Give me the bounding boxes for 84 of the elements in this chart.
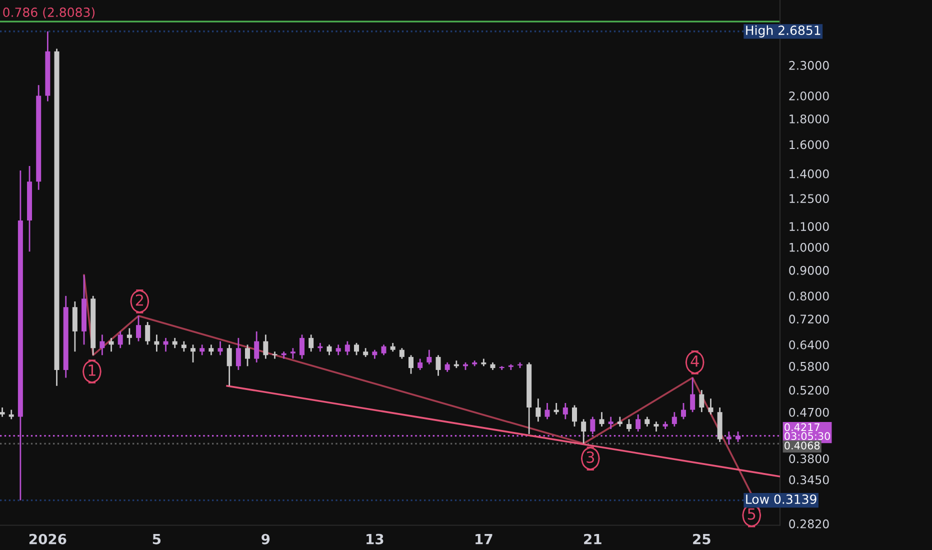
y-tick-label: 2.0000 (789, 91, 829, 100)
candlestick (118, 330, 123, 349)
y-tick-label: 0.6400 (789, 340, 829, 350)
y-tick-label: 0.7200 (789, 314, 829, 324)
candlestick (608, 416, 614, 430)
y-tick-label: 1.0000 (790, 242, 829, 252)
candlestick (226, 344, 232, 387)
y-tick-label: 1.2500 (790, 194, 829, 204)
candlestick (544, 402, 550, 420)
candlestick (599, 411, 604, 428)
ref-line-label: 0.786 (2.8083) (3, 7, 95, 18)
y-tick-label: 1.1000 (790, 222, 829, 231)
ref-line-label: Low 0.3139 (746, 494, 816, 504)
candlestick (654, 420, 659, 432)
y-tick-label: 1.4000 (790, 169, 829, 178)
candlestick (436, 354, 441, 376)
y-tick-label: 1.8000 (790, 114, 829, 124)
candlestick (308, 334, 314, 352)
candlestick (680, 402, 686, 420)
x-tick-label: 5 (152, 534, 161, 544)
candlestick (200, 344, 205, 356)
candlestick (218, 340, 223, 356)
y-tick-label: 0.5200 (789, 386, 829, 395)
candlestick (300, 334, 305, 360)
candlestick (418, 358, 423, 371)
candlestick (408, 354, 414, 375)
candlestick (254, 330, 260, 364)
candlestick (190, 344, 196, 364)
x-tick-label: 9 (262, 534, 270, 544)
candlestick (572, 404, 577, 428)
candlestick (708, 398, 714, 416)
y-tick-label: 0.9000 (789, 266, 829, 275)
candlestick (126, 328, 132, 346)
candlestick (263, 334, 268, 360)
ref-line-label: High 2.6851 (746, 25, 820, 38)
x-tick-label: 21 (584, 534, 602, 544)
candlestick (290, 347, 296, 360)
x-tick-label: 13 (366, 534, 384, 544)
x-tick-label: 17 (476, 534, 492, 544)
y-tick-label: 0.2820 (789, 519, 829, 528)
candlestick (354, 342, 360, 356)
candlestick (399, 347, 404, 360)
candlestick (581, 418, 586, 444)
y-tick-label: 0.5800 (789, 362, 829, 371)
candlestick (381, 344, 386, 356)
candlestick (272, 350, 278, 360)
candlestick (699, 389, 704, 413)
annotation: 5 (748, 508, 756, 520)
candlestick (562, 402, 568, 420)
x-tick-label: 25 (693, 534, 710, 544)
candlestick (672, 411, 677, 428)
y-tick-label: 2.3000 (789, 60, 829, 70)
annotation: 1 (88, 364, 96, 376)
y-tick-label: 0.3800 (789, 454, 829, 464)
x-tick-label: 2026 (29, 534, 66, 544)
candlestick (145, 321, 150, 346)
candlestick (100, 334, 105, 356)
ref-line-label: 0.4217 03:05:30 (784, 423, 830, 440)
candlestick (8, 409, 14, 420)
candlestick (136, 315, 142, 342)
candlestick (626, 418, 632, 432)
candlestick (344, 340, 350, 356)
candlestick (536, 398, 541, 422)
annotation: 4 (690, 356, 699, 367)
y-tick-label: 0.8000 (789, 292, 829, 301)
candlestick (644, 416, 650, 428)
annotation: 2 (136, 294, 143, 306)
candlestick (208, 344, 214, 356)
candlestick (181, 340, 186, 352)
y-tick-label: 0.3450 (789, 475, 829, 484)
candlestick (690, 377, 696, 413)
candlestick (326, 344, 332, 356)
candlestick (636, 414, 641, 432)
ref-line-label: 0.4068 (784, 442, 820, 450)
candlestick (426, 349, 432, 365)
y-tick-label: 0.4700 (789, 408, 829, 417)
candlestick (336, 344, 341, 356)
candlestick (0, 406, 5, 418)
candlestick (236, 337, 241, 371)
annotation: 3 (586, 451, 594, 463)
y-tick-label: 1.6000 (790, 140, 829, 150)
candlestick (444, 362, 450, 373)
candlestick (245, 344, 250, 367)
candlestick (617, 416, 622, 428)
